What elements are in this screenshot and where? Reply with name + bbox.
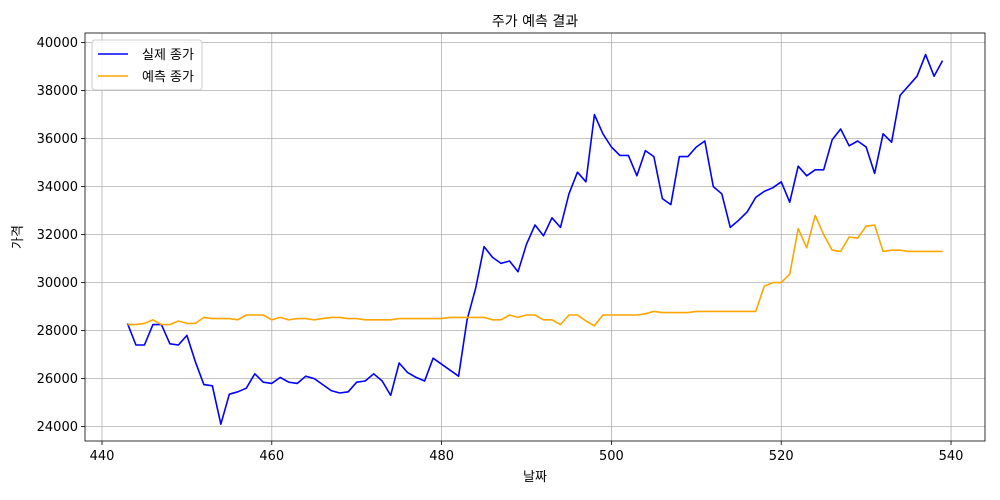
y-tick-label: 34000 <box>37 180 78 195</box>
plot-frame <box>84 32 986 442</box>
series-layer <box>126 53 944 426</box>
x-tick-label: 500 <box>599 449 624 464</box>
legend: 실제 종가 예측 종가 <box>91 39 203 91</box>
y-axis-title: 가격 <box>11 225 26 249</box>
y-tick-label: 32000 <box>37 228 78 243</box>
x-tick-label: 480 <box>429 449 454 464</box>
y-tick-label: 26000 <box>37 372 78 387</box>
y-tick-label: 30000 <box>37 276 78 291</box>
chart-title: 주가 예측 결과 <box>492 14 578 30</box>
y-tick-label: 36000 <box>37 132 78 147</box>
x-tick-label: 440 <box>90 449 115 464</box>
y-tick-label: 38000 <box>37 84 78 99</box>
x-tick-label: 540 <box>939 449 964 464</box>
legend-box <box>91 39 203 91</box>
series-line-actual <box>126 53 944 426</box>
y-tick-label: 24000 <box>37 420 78 435</box>
x-tick-label: 520 <box>769 449 794 464</box>
grid-layer <box>85 33 985 441</box>
y-tick-label: 40000 <box>37 36 78 51</box>
x-tick-label: 460 <box>259 449 284 464</box>
legend-label-predicted: 예측 종가 <box>142 70 194 85</box>
tick-layer: 440 460 480 500 520 540 24000 26000 28000 30000 32… <box>37 36 964 464</box>
legend-label-actual: 실제 종가 <box>142 48 194 63</box>
x-axis-title: 날짜 <box>523 470 547 485</box>
y-tick-label: 28000 <box>37 324 78 339</box>
series-line-predicted <box>127 214 943 327</box>
